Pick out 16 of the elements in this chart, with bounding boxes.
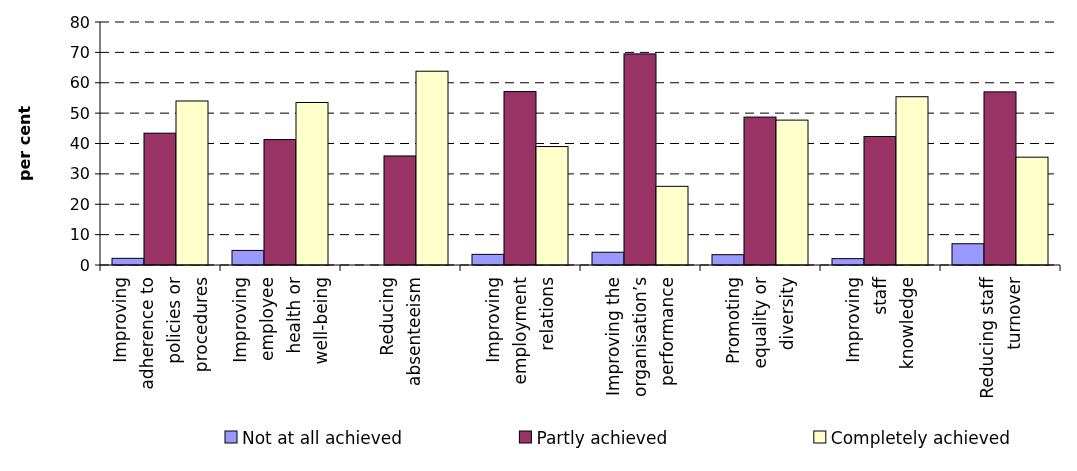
y-tick-label: 40: [69, 134, 90, 154]
x-tick-label: Improving employment relations: [483, 276, 557, 385]
y-tick-label: 20: [69, 194, 90, 214]
legend-label: Not at all achieved: [242, 427, 402, 448]
x-tick-label: Improving adherence to policies or procedures: [109, 276, 211, 390]
y-axis-title: per cent: [15, 105, 34, 182]
y-tick-label: 10: [69, 225, 90, 245]
y-tick-label: 80: [69, 12, 90, 32]
y-tick-label: 50: [69, 103, 90, 123]
legend-label: Partly achieved: [536, 427, 668, 448]
y-tick-label: 30: [69, 164, 90, 184]
y-tick-label: 60: [69, 73, 90, 93]
y-tick-label: 70: [69, 42, 90, 62]
legend-label: Completely achieved: [830, 427, 1010, 448]
y-tick-label: 0: [79, 255, 90, 275]
x-tick-label: Reducing staff turnover: [976, 275, 1024, 399]
